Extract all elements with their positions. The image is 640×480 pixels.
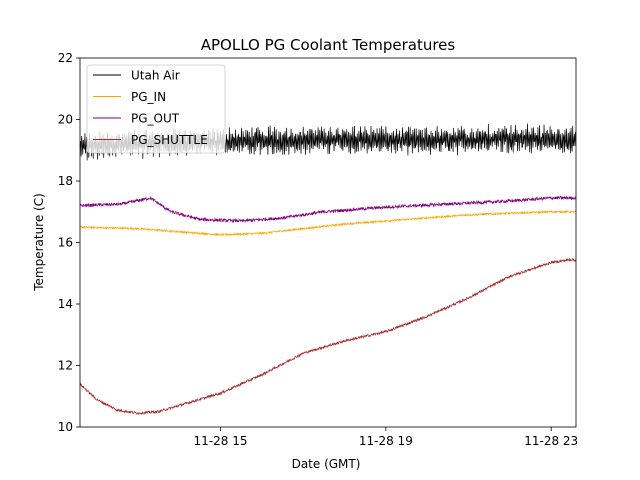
x-axis-label: Date (GMT) [292,457,361,471]
y-axis-label: Temperature (C) [32,193,46,292]
legend-box [86,64,226,154]
y-tick-label: 14 [58,297,73,311]
y-tick-label: 18 [58,174,73,188]
y-tick-label: 10 [58,420,73,434]
y-tick-label: 16 [58,236,73,250]
y-axis: 10 12 14 16 18 20 22 [58,51,80,434]
x-tick-label: 11-28 23 [524,434,578,448]
series-line-pg-out [79,195,577,224]
legend-label: PG_OUT [131,112,180,126]
y-tick-label: 22 [58,51,73,65]
legend-label: Utah Air [131,69,180,83]
legend-label: PG_IN [131,90,166,104]
x-tick-label: 11-28 19 [359,434,413,448]
y-tick-label: 20 [58,113,73,127]
x-tick-label: 11-28 15 [194,434,248,448]
series-line-pg-in [79,209,577,237]
series-line-pg-shuttle [79,257,577,416]
y-tick-label: 12 [58,359,73,373]
legend: Utah Air PG_IN PG_OUT PG_SHUTTLE [86,64,226,154]
chart-title: APOLLO PG Coolant Temperatures [201,36,456,54]
legend-label: PG_SHUTTLE [131,133,208,147]
